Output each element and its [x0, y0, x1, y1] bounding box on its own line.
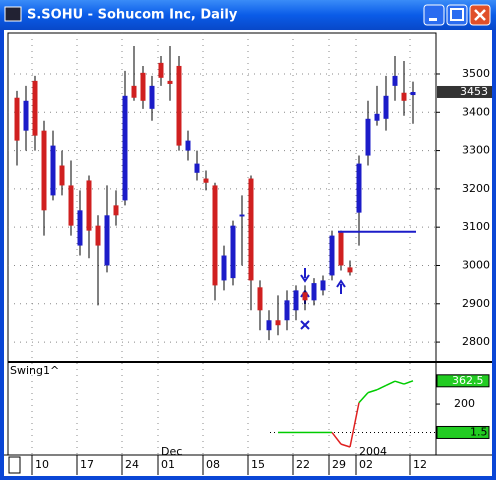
candle-body: [239, 214, 245, 217]
candle-body: [95, 225, 101, 246]
x-tick-label: 10: [35, 458, 49, 471]
y-tick-label: 3100: [462, 220, 490, 233]
x-tick-label: 02: [359, 458, 373, 471]
candle-body: [302, 292, 308, 301]
candle-body: [158, 62, 164, 78]
candle-body: [131, 85, 137, 98]
last-value-label: 362.5: [452, 374, 484, 387]
candle-body: [104, 215, 110, 266]
candle-body: [23, 100, 29, 131]
candle-body: [275, 320, 281, 326]
title-bar: [0, 0, 496, 30]
candle-body: [122, 95, 128, 201]
indicator-segment: [358, 392, 369, 404]
indicator-segment: [385, 380, 396, 387]
close-button[interactable]: [469, 4, 491, 26]
x-tick-label: 24: [125, 458, 139, 471]
candle-body: [248, 178, 254, 281]
candle-body: [203, 178, 209, 183]
scroll-box[interactable]: [8, 456, 21, 474]
candle-body: [266, 320, 272, 331]
level-box: [436, 425, 490, 439]
candle-body: [401, 92, 407, 101]
last-value-box: [436, 374, 490, 388]
candle-body: [392, 75, 398, 86]
y-tick-label: 3400: [462, 105, 490, 118]
candle-body: [383, 95, 389, 119]
maximize-button[interactable]: [446, 4, 468, 26]
window-title: S.SOHU - Sohucom Inc, Daily: [27, 8, 238, 23]
y-tick-label: 3000: [462, 258, 490, 271]
candle-body: [338, 232, 344, 266]
candle-body: [284, 300, 290, 321]
month-label: 2004: [359, 445, 387, 458]
candle-body: [41, 130, 47, 211]
minimize-button[interactable]: [423, 4, 445, 26]
candle-body: [194, 163, 200, 173]
y-tick-label: 2800: [462, 335, 490, 348]
candle-body: [149, 85, 155, 109]
candle-body: [167, 80, 173, 84]
month-label: Dec: [161, 445, 182, 458]
indicator-segment: [349, 402, 360, 448]
x-tick-label: 12: [413, 458, 427, 471]
y-tick-label: 3200: [462, 182, 490, 195]
indicator-segment: [403, 380, 414, 385]
x-tick-label: 08: [206, 458, 220, 471]
candle-body: [140, 72, 146, 101]
y-tick-label: 2900: [462, 297, 490, 310]
x-tick-label: 15: [251, 458, 265, 471]
candle-body: [50, 145, 56, 196]
x-tick-label: 29: [332, 458, 346, 471]
indicator-title: Swing1^: [10, 364, 59, 377]
y-tick-label: 3300: [462, 144, 490, 157]
indicator-segment: [367, 389, 378, 394]
candle-body: [185, 140, 191, 151]
candle-body: [329, 235, 335, 276]
candle-body: [230, 225, 236, 279]
last-price-label: 3453: [460, 85, 488, 98]
candle-body: [410, 91, 416, 96]
candle-body: [68, 185, 74, 226]
candle-body: [32, 80, 38, 136]
indicator-segment: [376, 384, 387, 391]
candle-body: [77, 210, 83, 246]
candle-body: [347, 267, 353, 273]
x-tick-label: 17: [80, 458, 94, 471]
candle-body: [113, 205, 119, 216]
app-icon: [4, 6, 22, 22]
candle-body: [86, 180, 92, 231]
client-area: [4, 30, 492, 476]
candle-body: [59, 165, 65, 186]
x-tick-label: 01: [161, 458, 175, 471]
candle-body: [293, 290, 299, 311]
last-price-box: [437, 85, 492, 98]
candle-body: [257, 287, 263, 311]
candle-body: [356, 163, 362, 213]
indicator-segment: [340, 443, 351, 448]
y-tick-label: 3500: [462, 67, 490, 80]
y2-tick-label: 200: [454, 397, 475, 410]
indicator-segment: [331, 432, 342, 445]
candle-body: [365, 118, 371, 156]
candle-body: [176, 65, 182, 146]
candle-body: [311, 283, 317, 301]
x-tick-label: 22: [296, 458, 310, 471]
candle-body: [14, 97, 20, 141]
candle-body: [212, 185, 218, 286]
indicator-segment: [394, 380, 405, 385]
level-label: 1.5: [470, 425, 488, 438]
candle-body: [221, 255, 227, 281]
candle-body: [374, 113, 380, 121]
candle-body: [320, 280, 326, 291]
